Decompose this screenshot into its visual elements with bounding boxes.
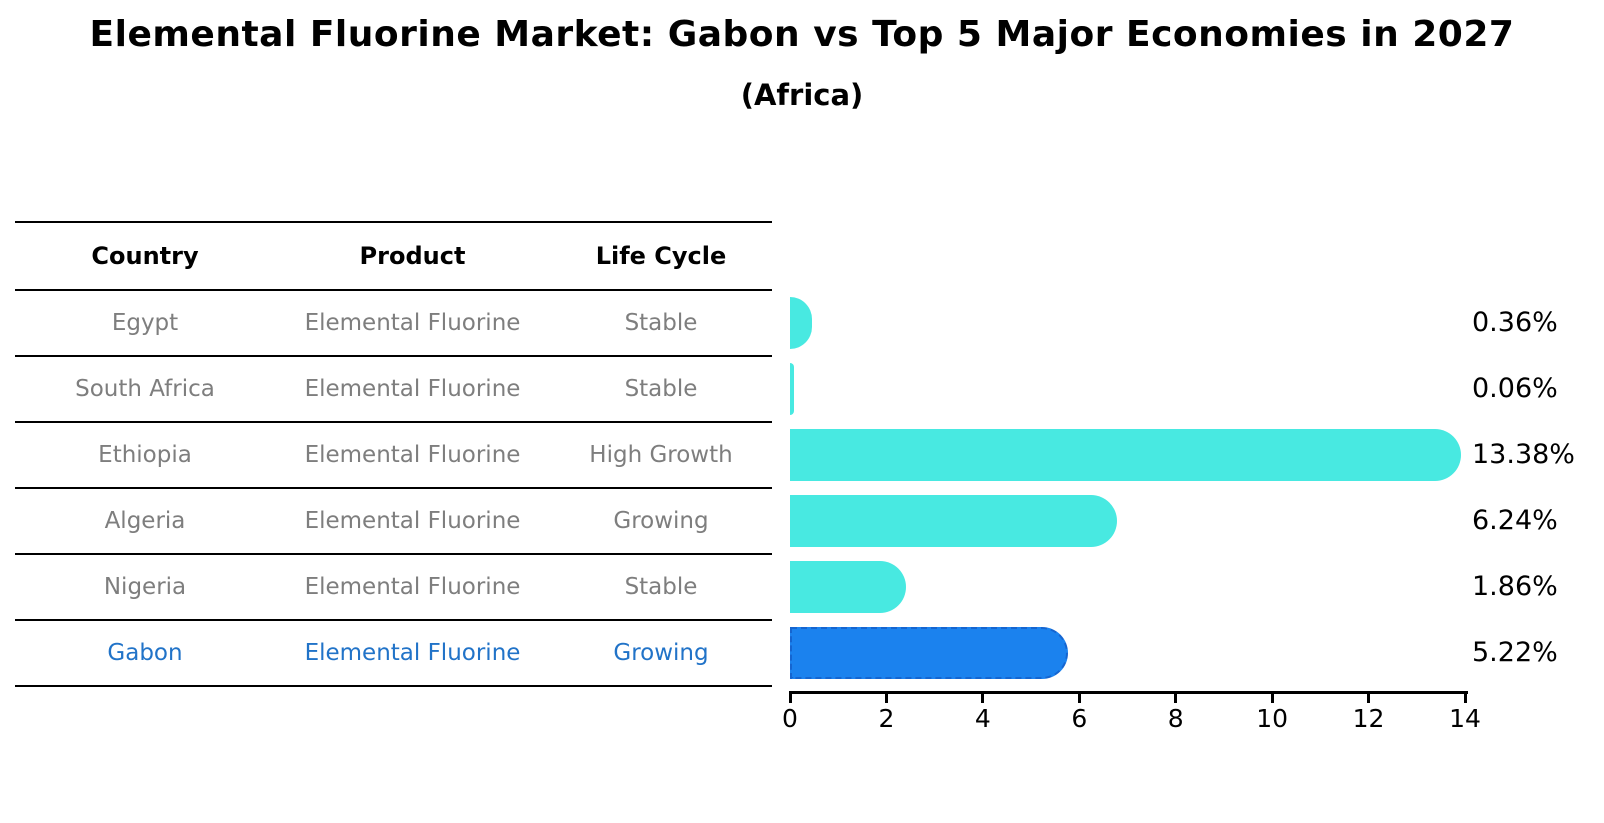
country-cell: Gabon [107, 640, 183, 666]
product-cell: Elemental Fluorine [304, 508, 521, 534]
x-tick-label: 4 [974, 704, 991, 733]
country-cell: Ethiopia [98, 442, 192, 468]
x-tick-label: 2 [878, 704, 895, 733]
product-cell: Elemental Fluorine [304, 310, 521, 336]
x-tick [1367, 694, 1371, 703]
table-row-south-africa: South Africa Elemental Fluorine Stable [15, 357, 772, 423]
table-body: Egypt Elemental Fluorine Stable South Afric… [15, 291, 772, 687]
x-tick [1174, 694, 1178, 703]
value-label-algeria: 6.24% [1472, 505, 1558, 536]
x-tick-label: 10 [1256, 704, 1289, 733]
bar-ethiopia [790, 429, 1462, 481]
table-row-gabon: Gabon Elemental Fluorine Growing [15, 621, 772, 687]
product-cell: Elemental Fluorine [304, 442, 521, 468]
table-header-row: Country Product Life Cycle [15, 223, 772, 291]
table-row-egypt: Egypt Elemental Fluorine Stable [15, 291, 772, 357]
bar-gabon [790, 627, 1068, 679]
life-cycle-cell: Growing [613, 640, 709, 666]
table-row-algeria: Algeria Elemental Fluorine Growing [15, 489, 772, 555]
life-cycle-cell: High Growth [589, 442, 733, 468]
x-tick-label: 12 [1352, 704, 1385, 733]
country-cell: Algeria [104, 508, 186, 534]
country-cell: Nigeria [103, 574, 187, 600]
chart-title: Elemental Fluorine Market: Gabon vs Top … [89, 14, 1515, 55]
x-tick [1077, 694, 1081, 703]
life-cycle-cell: Stable [624, 574, 698, 600]
value-label-ethiopia: 13.38% [1472, 439, 1575, 470]
column-header-product: Product [359, 242, 466, 270]
bar-egypt [790, 297, 812, 349]
product-cell: Elemental Fluorine [304, 376, 521, 402]
bar-south-africa [790, 363, 794, 415]
value-label-gabon: 5.22% [1472, 637, 1558, 668]
x-tick [981, 694, 985, 703]
x-tick-label: 6 [1071, 704, 1088, 733]
country-cell: South Africa [75, 376, 215, 402]
x-tick [1270, 694, 1274, 703]
column-header-country: Country [91, 242, 199, 270]
country-cell: Egypt [111, 310, 179, 336]
chart-subtitle: (Africa) [740, 78, 864, 112]
x-tick-label: 8 [1167, 704, 1184, 733]
product-cell: Elemental Fluorine [304, 640, 521, 666]
life-cycle-cell: Growing [613, 508, 709, 534]
country-table: Country Product Life Cycle Egypt Elementa… [15, 221, 772, 687]
x-tick [1463, 694, 1467, 703]
product-cell: Elemental Fluorine [304, 574, 521, 600]
x-tick [884, 694, 888, 703]
life-cycle-cell: Stable [624, 376, 698, 402]
value-label-south-africa: 0.06% [1472, 373, 1558, 404]
column-header-lifecycle: Life Cycle [595, 242, 727, 270]
table-row-nigeria: Nigeria Elemental Fluorine Stable [15, 555, 772, 621]
x-tick-label: 14 [1449, 704, 1481, 733]
x-tick-label: 0 [782, 704, 798, 733]
value-label-egypt: 0.36% [1472, 307, 1558, 338]
x-axis-line [789, 691, 1468, 694]
x-tick [788, 694, 792, 703]
table-row-ethiopia: Ethiopia Elemental Fluorine High Growth [15, 423, 772, 489]
value-label-nigeria: 1.86% [1472, 571, 1558, 602]
bar-algeria [790, 495, 1117, 547]
bar-nigeria [790, 561, 906, 613]
life-cycle-cell: Stable [624, 310, 698, 336]
